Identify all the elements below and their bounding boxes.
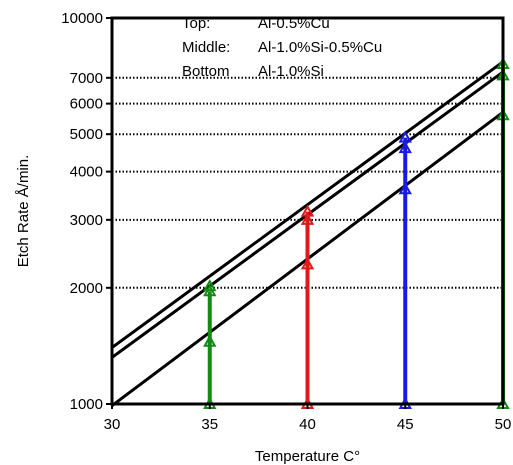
data-point-marker	[300, 212, 315, 225]
data-point-marker	[398, 130, 412, 143]
axis-ticks: 1000 2000 3000 4000 5000 6000 7000 10000 30 35 40 4…	[61, 10, 511, 433]
y-tick-label: 1000	[70, 396, 103, 413]
y-tick-label: 6000	[70, 96, 103, 113]
data-point-marker	[398, 141, 412, 154]
x-tick-label: 30	[104, 416, 121, 433]
x-tick-label: 40	[299, 416, 316, 433]
grid-lines	[112, 76, 503, 289]
y-tick-label: 5000	[70, 126, 103, 143]
x-tick-label: 45	[397, 416, 414, 433]
legend-value: Al-1.0%Si-0.5%Cu	[258, 39, 382, 56]
legend-label: Middle:	[182, 39, 230, 56]
y-tick-label: 2000	[70, 280, 103, 297]
y-tick-label: 4000	[70, 164, 103, 181]
y-tick-label: 7000	[70, 70, 103, 87]
y-tick-label: 10000	[61, 10, 103, 27]
data-point-marker	[203, 279, 217, 292]
legend-value: Al-1.0%Si	[258, 63, 324, 80]
legend-label: Bottom	[182, 63, 230, 80]
x-tick-label: 35	[201, 416, 218, 433]
temperature-markers	[203, 56, 510, 409]
y-axis-label: Etch Rate Å/min.	[15, 155, 32, 268]
data-point-marker	[300, 257, 315, 270]
data-point-marker	[398, 182, 412, 195]
y-tick-label: 3000	[70, 212, 103, 229]
x-axis-label: Temperature C°	[255, 448, 360, 465]
data-point-marker	[203, 334, 217, 347]
x-tick-label: 50	[495, 416, 512, 433]
data-point-marker	[300, 204, 315, 217]
